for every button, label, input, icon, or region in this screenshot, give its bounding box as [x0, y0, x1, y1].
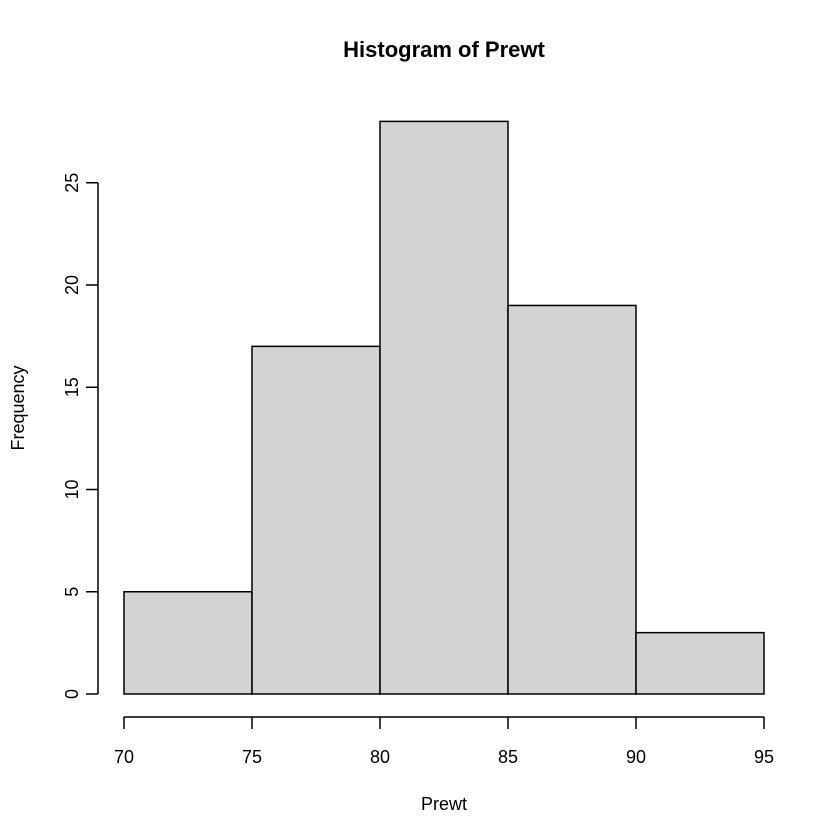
- histogram-bar-2: [379, 120, 509, 695]
- x-tick-label-2: 80: [370, 747, 390, 767]
- x-tick-label-1: 75: [242, 747, 262, 767]
- x-tick-label-3: 85: [498, 747, 518, 767]
- histogram-bar-0: [123, 591, 253, 695]
- x-tick-label-0: 70: [114, 747, 134, 767]
- histogram-bar-1: [251, 345, 381, 695]
- y-axis-label: Frequency: [8, 365, 28, 450]
- x-axis: 70 75 80 85 90 95: [114, 716, 774, 767]
- y-tick-label-0: 0: [62, 689, 82, 699]
- chart-title: Histogram of Prewt: [343, 37, 545, 62]
- x-tick-label-4: 90: [626, 747, 646, 767]
- x-axis-label: Prewt: [421, 794, 467, 814]
- bars-group: [123, 120, 765, 695]
- y-tick-label-5: 25: [62, 173, 82, 193]
- y-tick-label-1: 5: [62, 587, 82, 597]
- histogram-bar-4: [635, 631, 765, 695]
- y-tick-label-2: 10: [62, 479, 82, 499]
- histogram-bar-3: [507, 304, 637, 695]
- y-tick-label-3: 15: [62, 377, 82, 397]
- y-tick-label-4: 20: [62, 275, 82, 295]
- x-tick-label-5: 95: [754, 747, 774, 767]
- y-axis: 0 5 10 15 20 25: [62, 173, 99, 699]
